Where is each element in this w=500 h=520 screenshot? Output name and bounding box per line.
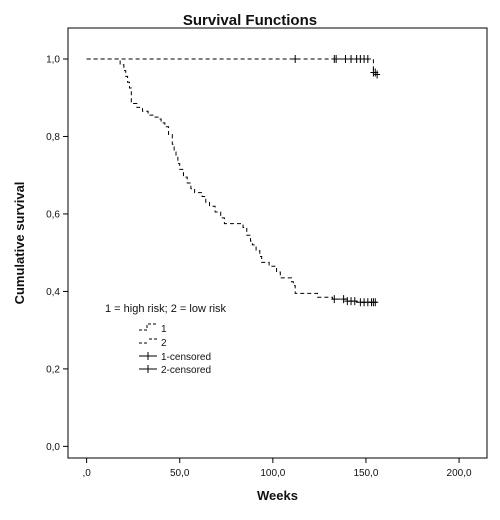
series-2-censor-mark [333, 54, 340, 63]
legend-label: 1 [161, 324, 167, 335]
x-tick-label: 50,0 [170, 468, 190, 479]
series-2-censor-mark [374, 70, 381, 79]
x-tick-label: 150,0 [353, 468, 378, 479]
y-tick-label: 1,0 [46, 54, 60, 65]
series-2-censor-mark [342, 54, 349, 63]
series-1-curve [86, 58, 378, 303]
series-1-censor-mark [351, 297, 358, 306]
x-tick-label: ,0 [82, 468, 91, 479]
legend-entry: 2 [139, 338, 167, 349]
y-tick-label: 0,2 [46, 364, 60, 375]
legend-entry: 1 [139, 323, 167, 335]
series-2-censor-mark [348, 54, 355, 63]
series-1-censor-mark [340, 295, 347, 304]
series-2-censor-mark [364, 54, 371, 63]
series-1-censor-mark [331, 295, 338, 304]
x-tick-label: 100,0 [260, 468, 285, 479]
legend-label: 2 [161, 338, 167, 349]
legend-swatch-step [139, 323, 157, 331]
legend-entry: 2-censored [139, 365, 211, 376]
legend-entry: 1-censored [139, 352, 211, 363]
y-axis-label: Cumulative survival [12, 182, 27, 305]
legend-swatch-step [139, 338, 157, 344]
y-tick-label: 0,6 [46, 209, 60, 220]
y-tick-label: 0,8 [46, 132, 60, 143]
x-tick-label: 200,0 [447, 468, 472, 479]
series-2-censor-mark [292, 54, 299, 63]
series-2-curve [86, 58, 378, 75]
legend-label: 2-censored [161, 365, 211, 376]
y-tick-label: 0,0 [46, 442, 60, 453]
chart-title: Survival Functions [182, 12, 318, 29]
series-1-censor-mark [372, 298, 379, 307]
legend-title: 1 = high risk; 2 = low risk [105, 303, 227, 315]
y-tick-label: 0,4 [46, 287, 60, 298]
plot-frame [67, 27, 488, 459]
x-axis-label: Weeks [257, 488, 298, 503]
legend-label: 1-censored [161, 352, 211, 363]
